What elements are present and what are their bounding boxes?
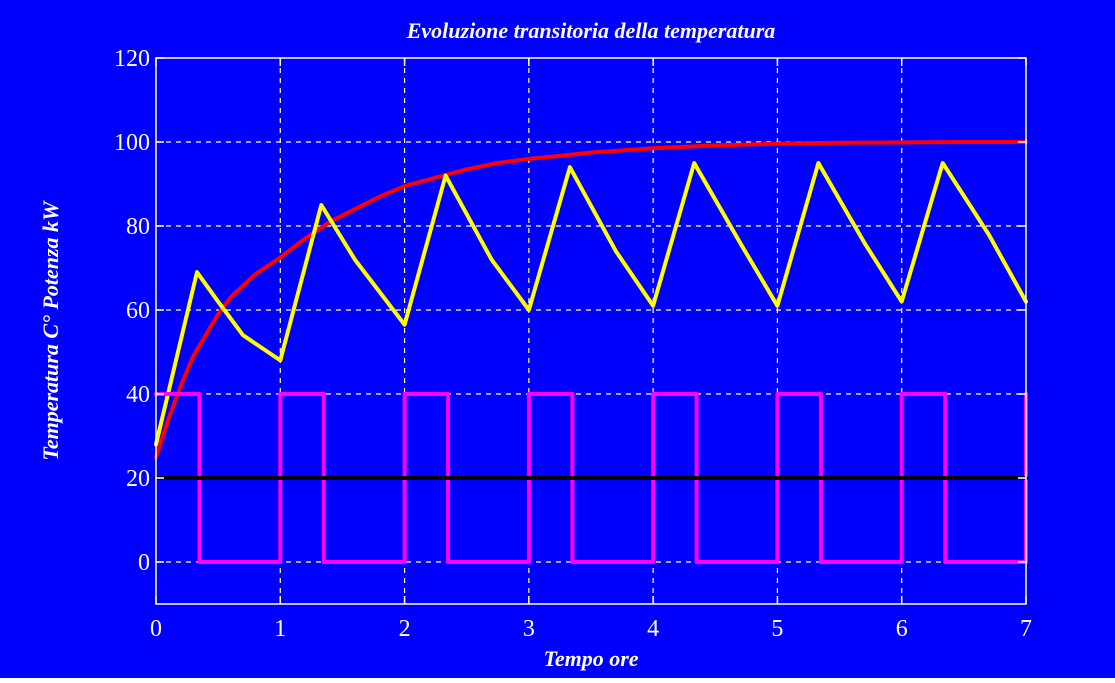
x-tick-label: 3 [523, 616, 535, 642]
series-line-2 [154, 392, 1028, 564]
chart-title: Evoluzione transitoria della temperatura [406, 18, 776, 43]
x-tick-labels: 0 1 2 3 4 5 6 7 [150, 616, 1032, 642]
x-tick-label: 6 [896, 616, 908, 642]
series-line-0 [154, 140, 1028, 459]
series-line-1 [154, 161, 1028, 447]
series-layer [154, 140, 1028, 564]
grid [156, 58, 1026, 604]
x-tick-label: 1 [274, 616, 286, 642]
y-tick-label: 100 [114, 130, 150, 156]
y-tick-label: 0 [138, 550, 150, 576]
x-tick-label: 7 [1020, 616, 1032, 642]
y-tick-label: 40 [126, 382, 150, 408]
x-tick-label: 0 [150, 616, 162, 642]
x-tick-label: 4 [647, 616, 659, 642]
y-tick-label: 80 [126, 214, 150, 240]
tick-marks [155, 57, 1027, 604]
x-tick-label: 2 [399, 616, 411, 642]
y-tick-label: 60 [126, 298, 150, 324]
y-tick-label: 20 [126, 466, 150, 492]
y-tick-label: 120 [114, 46, 150, 72]
x-tick-label: 5 [771, 616, 783, 642]
x-axis-label: Tempo ore [543, 646, 638, 671]
y-axis-label: Temperatura C° Potenza kW [38, 200, 63, 461]
y-tick-labels: 0 20 40 60 80 100 120 [114, 46, 150, 576]
plot-area-frame [155, 57, 1027, 605]
